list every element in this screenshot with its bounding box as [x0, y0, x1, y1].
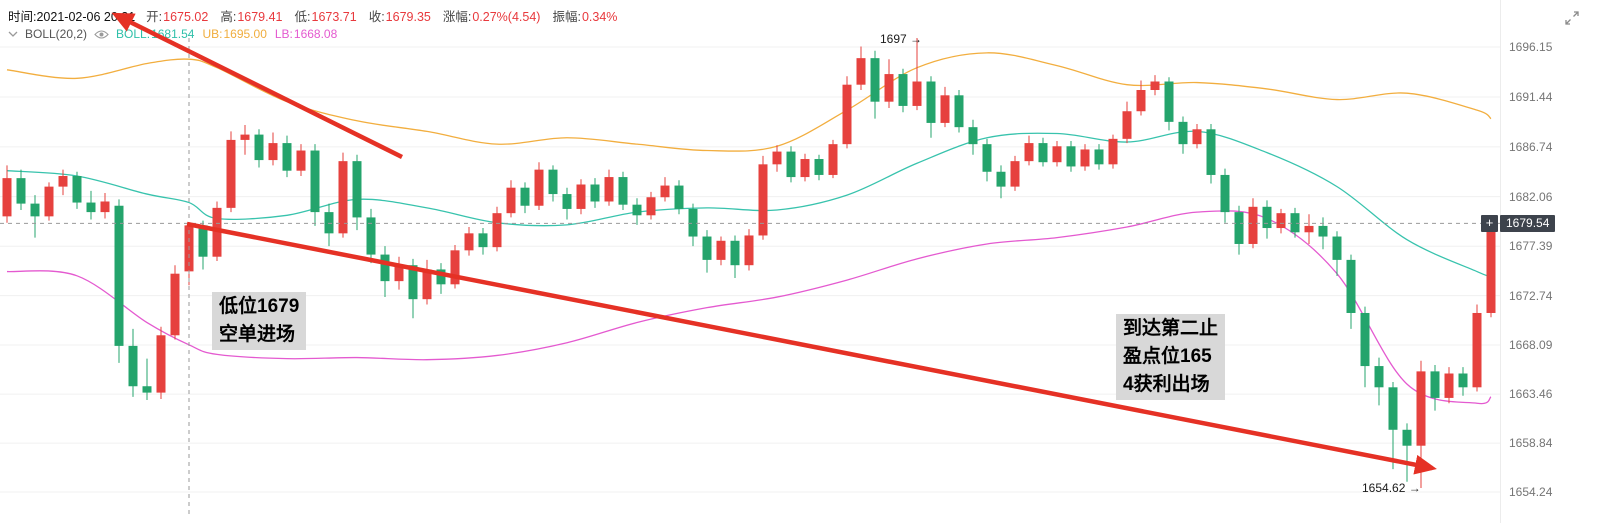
chevron-down-icon[interactable] — [8, 31, 18, 37]
annotation-short-entry: 低位1679 空单进场 — [212, 292, 307, 350]
bollinger-bands-layer — [6, 52, 1492, 405]
price-tick-label: 1696.15 — [1509, 40, 1553, 54]
annotation-line: 4获利出场 — [1123, 374, 1210, 395]
grid-layer — [0, 46, 1500, 493]
change-value: 0.27%(4.54) — [472, 10, 541, 24]
fullscreen-icon[interactable] — [1561, 7, 1583, 29]
price-tick-label: 1686.74 — [1509, 139, 1553, 154]
ohlc-info-bar: 时间:2021-02-06 20:21 开:1675.02 高:1679.41 … — [8, 6, 618, 25]
eye-icon[interactable] — [94, 29, 109, 40]
boll-upper-readout: UB:1695.00 — [202, 27, 267, 41]
close-label: 收: — [368, 10, 385, 24]
crosshair-layer — [0, 38, 1500, 518]
open-field: 开:1675.02 — [146, 6, 209, 25]
price-tick-label: 1677.39 — [1509, 239, 1553, 254]
low-label: 低: — [294, 10, 311, 24]
price-tick-label: 1672.74 — [1509, 288, 1553, 303]
price-tick-label: 1658.84 — [1509, 436, 1553, 451]
low-field: 低:1673.71 — [295, 6, 358, 25]
annotation-line: 空单进场 — [219, 324, 296, 345]
price-axis[interactable]: 1696.15 1691.44 1686.74 1682.06 1677.39 1672.… — [1500, 0, 1601, 523]
peak-price-label: 1697 → — [880, 32, 923, 46]
current-price-badge: 1679.54 — [1500, 215, 1556, 232]
open-label: 开: — [146, 10, 163, 24]
boll-lower-readout: LB:1668.08 — [274, 27, 338, 41]
indicator-bar: BOLL(20,2) BOLL:1681.54 UB:1695.00 LB:16… — [8, 27, 338, 41]
price-tick-label: 1668.09 — [1509, 337, 1553, 352]
change-label: 涨幅: — [442, 10, 472, 24]
close-value: 1679.35 — [385, 10, 431, 24]
time-label: 时间:2021-02-06 20:21 — [8, 10, 136, 24]
low-value: 1673.71 — [311, 10, 357, 24]
amplitude-label: 振幅: — [552, 10, 581, 24]
high-label: 高: — [220, 10, 237, 24]
low-price-label: 1654.62 → — [1362, 481, 1421, 495]
add-order-button[interactable]: + — [1481, 215, 1498, 232]
price-tick-label: 1691.44 — [1509, 90, 1553, 104]
open-value: 1675.02 — [163, 10, 209, 24]
amplitude-field: 振幅:0.34% — [552, 6, 618, 25]
annotation-line: 盈点位165 — [1123, 346, 1212, 367]
high-field: 高:1679.41 — [220, 6, 283, 25]
candles-layer — [2, 37, 1496, 488]
candlestick-chart[interactable] — [0, 0, 1500, 523]
close-field: 收:1679.35 — [369, 6, 432, 25]
price-tick-label: 1663.46 — [1509, 387, 1553, 402]
indicator-name[interactable]: BOLL(20,2) — [25, 27, 88, 41]
amplitude-value: 0.34% — [581, 10, 618, 24]
high-value: 1679.41 — [237, 10, 283, 24]
price-tick-label: 1682.06 — [1509, 189, 1553, 204]
annotation-line: 低位1679 — [219, 296, 300, 317]
boll-mid-readout: BOLL:1681.54 — [116, 27, 195, 41]
change-field: 涨幅:0.27%(4.54) — [443, 6, 542, 25]
price-tick-label: 1654.24 — [1509, 485, 1553, 499]
annotation-line: 到达第二止 — [1123, 318, 1219, 339]
annotation-take-profit: 到达第二止 盈点位165 4获利出场 — [1116, 314, 1226, 400]
